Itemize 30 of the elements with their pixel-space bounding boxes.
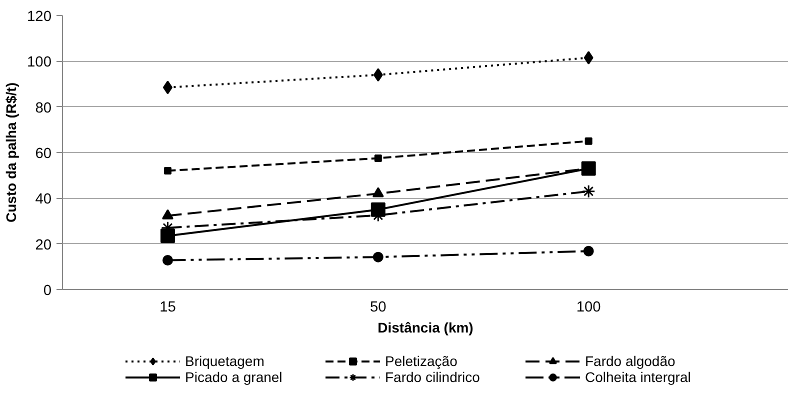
y-tick-label: 100: [27, 54, 52, 71]
x-tick-label: 15: [160, 300, 176, 316]
x-tick-label: 50: [370, 300, 386, 316]
point: [584, 50, 594, 64]
y-tick-label: 120: [27, 9, 52, 25]
point: [582, 184, 596, 198]
y-tick-label: 0: [43, 283, 52, 299]
legend-label: Peletização: [385, 353, 458, 369]
legend-label: Fardo cilindrico: [385, 369, 481, 385]
y-axis-title: Custo da palha (R$/t): [3, 82, 20, 223]
legend-label: Fardo algodão: [585, 353, 676, 369]
x-tick-label: 100: [576, 300, 601, 316]
legend-label: Picado a granel: [185, 369, 284, 385]
point: [583, 246, 594, 256]
legend-label: Briquetagem: [185, 353, 266, 369]
point: [584, 137, 592, 145]
legend-label: Colheita intergral: [585, 369, 692, 385]
point: [373, 68, 383, 82]
x-axis-title: Distância (km): [378, 320, 474, 336]
point: [162, 80, 172, 94]
point: [164, 167, 172, 175]
y-tick-label: 80: [35, 100, 52, 116]
y-tick-label: 20: [35, 237, 52, 254]
point: [162, 255, 173, 266]
point: [372, 187, 384, 198]
y-tick-label: 40: [35, 192, 52, 208]
y-tick-label: 60: [35, 146, 52, 162]
point: [374, 154, 382, 162]
point: [162, 209, 174, 220]
point: [372, 252, 384, 262]
